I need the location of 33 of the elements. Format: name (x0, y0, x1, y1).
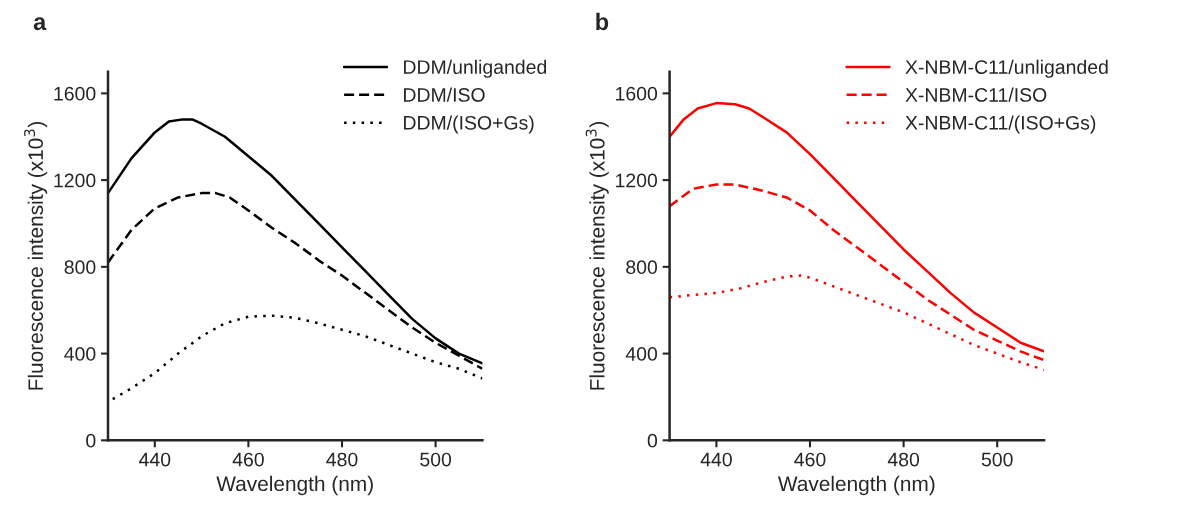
line-series (669, 183, 1044, 362)
y-axis-title: Fluorescence intensity (x10$^{3}$) (585, 122, 609, 390)
x-axis-title: Wavelength (nm) (777, 475, 935, 496)
legend-label: DDM/unliganded (404, 59, 547, 78)
y-axis-title: Fluorescence intensity (x10$^{3}$) (24, 122, 48, 390)
line-series (669, 274, 1044, 372)
x-tick-label: 480 (326, 452, 358, 467)
x-axis-title: Wavelength (nm) (216, 475, 373, 496)
y-tick-label: 400 (64, 347, 96, 361)
legend-label: X-NBM-C11/(ISO+Gs) (905, 115, 1096, 134)
y-tick-label: 800 (626, 260, 658, 275)
line-series (111, 314, 483, 401)
x-tick-label: 460 (232, 452, 264, 467)
text: a (33, 17, 47, 31)
y-tick-label: 1200 (54, 173, 96, 188)
x-tick-label: 440 (700, 452, 732, 467)
y-tick-label: 400 (625, 347, 658, 361)
y-tick-label: 1600 (54, 86, 96, 101)
legend-label: DDM/ISO (404, 87, 485, 102)
x-tick-label: 500 (420, 452, 452, 467)
y-tick-label: 800 (64, 260, 96, 275)
y-tick-label: 1200 (616, 173, 658, 188)
legend-label: X-NBM-C11/unliganded (905, 59, 1108, 78)
x-tick-label: 460 (794, 452, 826, 467)
y-tick-label: 0 (86, 433, 96, 448)
y-tick-label: 1600 (616, 86, 658, 101)
legend-label: DDM/(ISO+Gs) (404, 115, 534, 134)
x-tick-label: 480 (887, 452, 920, 467)
text: b (596, 12, 609, 31)
y-tick-label: 0 (647, 433, 658, 448)
x-tick-label: 440 (139, 452, 171, 467)
legend-label: X-NBM-C11/ISO (905, 87, 1047, 102)
x-tick-label: 500 (981, 452, 1013, 467)
